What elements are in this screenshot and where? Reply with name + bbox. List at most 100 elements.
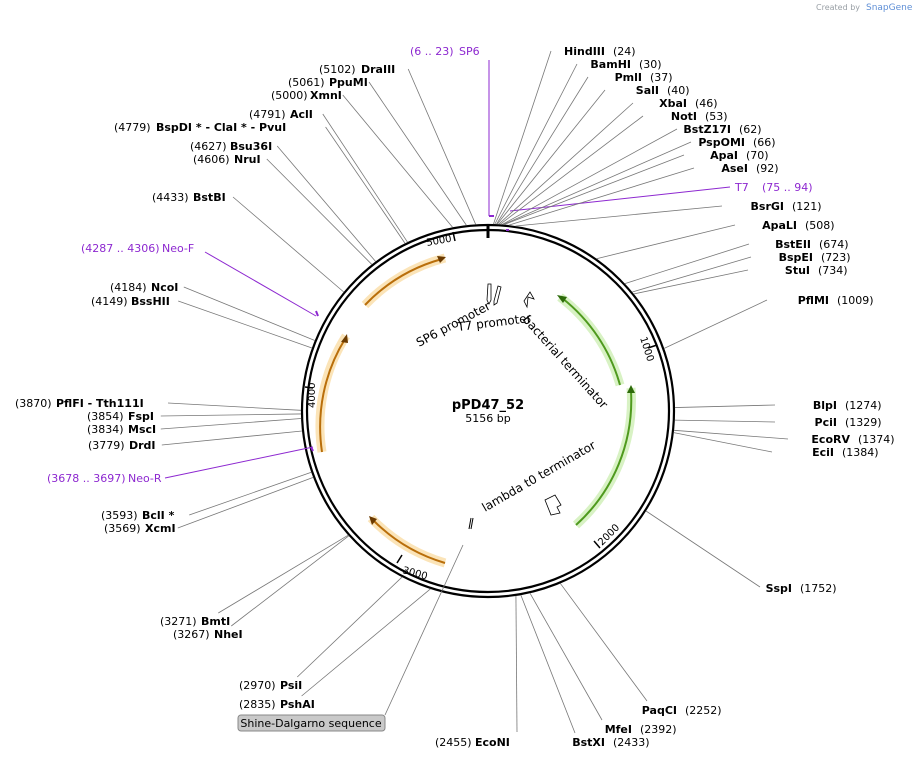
- site-name-bsteii: BstEII: [775, 238, 811, 251]
- site-leader-apai: [503, 154, 685, 226]
- shine-dalgarno-leader: [384, 544, 464, 716]
- feature-right-top-arc: [561, 297, 621, 386]
- site-position-bsu36i-5: (4627): [190, 140, 227, 153]
- primer-t7-leader: [509, 186, 731, 212]
- site-position-pshai-19: (2835): [239, 698, 276, 711]
- site-leader-sali: [496, 89, 606, 225]
- primer-neo-r-leader: [164, 446, 314, 479]
- primer-neo-f-position: (4287 .. 4306): [81, 242, 160, 255]
- site-name-ecii: EciI: [812, 446, 834, 459]
- site-leader-xmni-2: [342, 94, 453, 228]
- site-position-bcli--14: (3593): [101, 509, 138, 522]
- plasmid-size: 5156 bp: [465, 412, 510, 425]
- site-position-bsteii: (674): [819, 238, 849, 251]
- site-leader-ppumi-1: [368, 81, 467, 226]
- site-position-bsshii-9: (4149): [91, 295, 128, 308]
- site-position-xbai: (46): [695, 97, 718, 110]
- site-leader-ecorv: [673, 429, 789, 440]
- site-name-blpi: BlpI: [813, 399, 837, 412]
- site-name-econi-20: EcoNI: [475, 736, 510, 749]
- site-name-bstz17i: BstZ17I: [683, 123, 731, 136]
- site-name-bsshii-9: BssHII: [131, 295, 170, 308]
- feature-top-left-highlight: [361, 253, 447, 309]
- site-name-stui: StuI: [785, 264, 810, 277]
- tick-3000-label: 3000: [401, 565, 428, 582]
- t7-promoter-arrow: [493, 285, 502, 306]
- site-leader-draiii-0: [407, 68, 477, 225]
- site-leader-xbai: [498, 102, 634, 225]
- site-leader-blpi: [674, 404, 776, 408]
- site-position-nhei-17: (3267): [173, 628, 210, 641]
- tick-4000-mark: [304, 386, 314, 389]
- primer-sp6-name: SP6: [459, 45, 480, 58]
- site-leader-bstxi: [520, 594, 576, 734]
- site-name-sspi: SspI: [766, 582, 792, 595]
- tick-2000-mark: [593, 540, 601, 549]
- feature-right-top-arrowhead: [557, 295, 567, 303]
- primer-neo-r-position: (3678 .. 3697): [47, 472, 126, 485]
- site-position-xcmi-15: (3569): [104, 522, 141, 535]
- site-name-bamhi: BamHI: [590, 58, 631, 71]
- site-leader-stui: [633, 269, 749, 295]
- site-leader-bcli--14: [189, 471, 312, 516]
- site-leader-xcmi-15: [177, 477, 314, 529]
- site-position-econi-20: (2455): [435, 736, 472, 749]
- site-name-draiii-0: DraIII: [361, 63, 395, 76]
- marker-small-line-b: [470, 517, 474, 530]
- site-position-ecorv: (1374): [858, 433, 895, 446]
- site-position-apali: (508): [805, 219, 835, 232]
- site-leader-hindiii: [493, 50, 552, 225]
- site-name-msci-12: MscI: [128, 423, 156, 436]
- site-name-apai: ApaI: [710, 149, 738, 162]
- created-by-label: Created by: [816, 3, 860, 12]
- site-name-xbai: XbaI: [659, 97, 687, 110]
- site-name-bmti-16: BmtI: [201, 615, 230, 628]
- site-position-ecii: (1384): [842, 446, 879, 459]
- site-leader-apali: [596, 224, 736, 260]
- site-leader-asei: [508, 167, 695, 226]
- site-name-nrui-6: NruI: [234, 153, 261, 166]
- site-leader-pspomi: [502, 141, 692, 225]
- site-position-apai: (70): [746, 149, 769, 162]
- site-position-nrui-6: (4606): [193, 153, 230, 166]
- feature-bottom-left-arc: [372, 519, 446, 564]
- site-position-bamhi: (30): [639, 58, 662, 71]
- site-position-stui: (734): [818, 264, 848, 277]
- site-position-bspei: (723): [821, 251, 851, 264]
- tick-3000-mark: [396, 554, 403, 564]
- site-leader-pflfi-tth111i-10: [167, 402, 302, 411]
- site-position-paqci: (2252): [685, 704, 722, 717]
- site-position-xmni-2: (5000): [271, 89, 308, 102]
- feature-top-left-arrowhead: [437, 256, 446, 263]
- primer-marks: [164, 60, 731, 479]
- site-name-bstbi-7: BstBI: [193, 191, 226, 204]
- site-leader-msci-12: [160, 418, 302, 430]
- shine-dalgarno-box: [237, 714, 386, 732]
- site-name-pflmi: PflMI: [798, 294, 829, 307]
- site-leader-bstz17i: [501, 128, 678, 225]
- site-name-bsrgi: BsrGI: [751, 200, 784, 213]
- site-name-xcmi-15: XcmI: [145, 522, 176, 535]
- site-name-apali: ApaLI: [762, 219, 797, 232]
- site-name-fspi-11: FspI: [128, 410, 154, 423]
- lambda-terminator-glyph: [544, 494, 562, 516]
- site-name-bstxi: BstXI: [572, 736, 605, 749]
- site-position-pcii: (1329): [845, 416, 882, 429]
- site-position-sspi: (1752): [800, 582, 837, 595]
- site-name-bcli--14: BclI *: [142, 509, 175, 522]
- site-leader-acli-3: [322, 113, 408, 243]
- primer-neo-f-leader: [204, 251, 317, 317]
- site-name-xmni-2: XmnI: [310, 89, 342, 102]
- site-leader-sspi: [645, 510, 761, 588]
- site-leader-bsrgi: [515, 205, 723, 227]
- feature-bottom-left-arrowhead: [369, 516, 377, 525]
- site-leader-bsteii: [624, 243, 750, 284]
- feature-label-lambda-terminator: lambda t0 terminator: [480, 438, 599, 515]
- site-leader-noti: [499, 115, 644, 225]
- primer-t7-name: T7: [734, 181, 749, 194]
- site-leader-paqci: [560, 583, 648, 702]
- site-leader-pflmi: [664, 299, 768, 349]
- site-position-bmti-16: (3271): [160, 615, 197, 628]
- feature-right-bottom-arrowhead: [627, 385, 635, 393]
